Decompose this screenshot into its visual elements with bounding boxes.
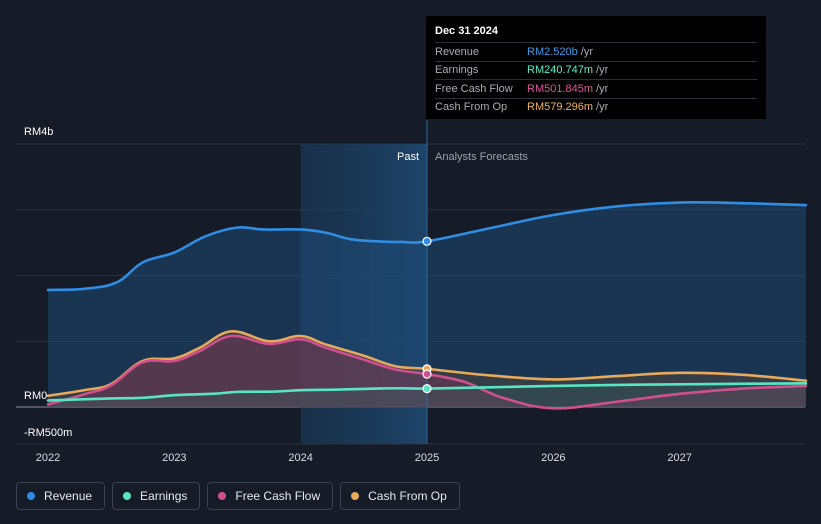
revenue-point [422,236,432,246]
highlight-points [422,236,432,394]
tooltip-row-cash-from-op: Cash From Op RM579.296m /yr [435,97,757,117]
tooltip-label: Cash From Op [435,101,508,114]
legend-dot-icon [123,492,132,500]
free-cash-flow-line [46,334,808,410]
tooltip-row-free-cash-flow: Free Cash Flow RM501.845m /yr [435,79,757,98]
tooltip-unit: /yr [580,45,593,58]
x-axis-tick-label: 2023 [162,452,186,464]
legend-dot-icon [351,492,360,500]
tooltip-unit: /yr [596,64,609,77]
tooltip-value: RM579.296m [527,101,594,114]
y-axis-label: -RM500m [24,427,72,439]
tooltip-unit: /yr [596,101,609,114]
legend-dot-icon [218,492,227,500]
x-axis-tick-label: 2022 [36,452,60,464]
forecast-label: Analysts Forecasts [435,151,528,163]
legend-label: Cash From Op [368,489,447,503]
x-axis-labels: 2022 2023 2024 2025 2026 2027 [36,452,692,464]
legend: Revenue Earnings Free Cash Flow Cash Fro… [16,482,460,512]
tooltip-value: RM2.520b [527,45,578,58]
x-axis-tick-label: 2026 [541,452,565,464]
tooltip-date: Dec 31 2024 [435,25,498,37]
legend-dot-icon [27,492,35,500]
legend-item-free-cash-flow[interactable]: Free Cash Flow [207,482,334,510]
y-axis-label: RM0 [24,390,47,402]
tooltip-unit: /yr [596,82,609,95]
y-axis-labels: RM4b RM0 -RM500m [24,126,72,439]
free-cash-flow-point [422,369,432,379]
tooltip-value: RM501.845m [527,82,594,95]
legend-item-cash-from-op[interactable]: Cash From Op [340,482,460,510]
series-lines [46,201,808,410]
y-axis-label: RM4b [24,126,53,138]
legend-label: Free Cash Flow [235,489,321,503]
legend-label: Earnings [140,489,188,503]
x-axis-tick-label: 2027 [667,452,691,464]
free-cash-flow-area [48,335,806,409]
x-axis-tick-label: 2024 [288,452,312,464]
legend-label: Revenue [44,489,93,503]
tooltip-label: Revenue [435,45,480,58]
past-label: Past [397,151,419,163]
tooltip-label: Earnings [435,64,479,77]
earnings-point [422,383,432,394]
tooltip-value: RM240.747m [527,64,594,77]
tooltip-row-revenue: Revenue RM2.520b /yr [435,42,757,61]
tooltip-label: Free Cash Flow [435,82,513,95]
earnings-line [46,382,808,402]
tooltip: Dec 31 2024 Revenue RM2.520b /yr Earning… [426,16,766,119]
legend-item-revenue[interactable]: Revenue [16,482,106,510]
tooltip-row-earnings: Earnings RM240.747m /yr [435,60,757,80]
revenue-line [46,201,808,292]
legend-item-earnings[interactable]: Earnings [112,482,201,510]
x-axis-tick-label: 2025 [415,452,439,464]
